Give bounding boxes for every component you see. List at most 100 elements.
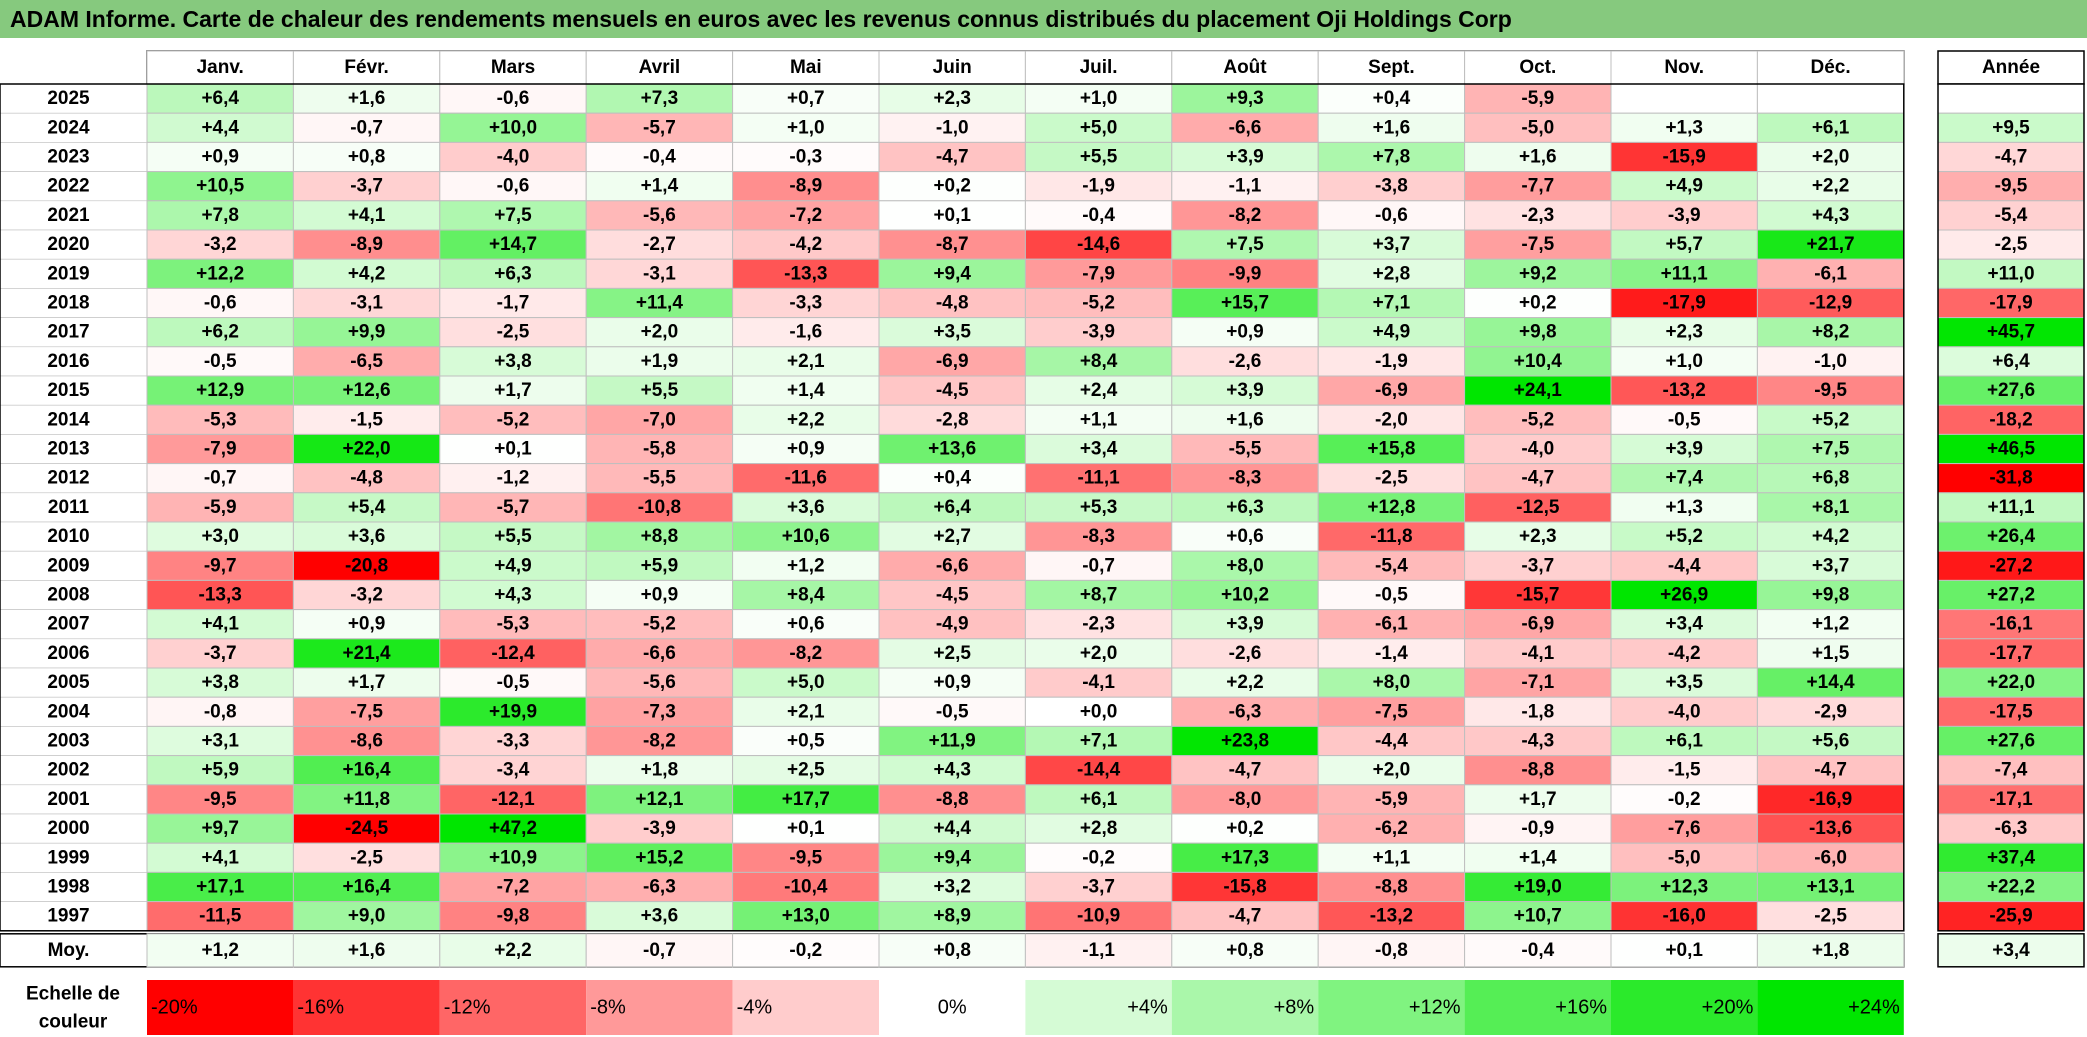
cell-value: +0,6 [787,614,825,635]
heatmap-cell [439,258,587,289]
cell-value: -4,2 [789,234,822,255]
cell-value: -4,4 [1668,555,1701,576]
cell-value: -8,3 [1229,468,1262,489]
cell-value: -13,6 [1809,818,1852,839]
year-label-cell [0,842,148,873]
heatmap-cell [439,638,587,669]
heatmap-cell [1024,200,1173,231]
heatmap-cell [439,141,587,173]
cell-value: -8,2 [789,643,822,664]
average-label: Moy. [48,940,90,961]
cell-value: +4,1 [201,614,239,635]
cell-value: -3,1 [350,293,383,314]
cell-value: -0,3 [789,147,822,168]
annual-cell [1937,258,2085,289]
cell-value: -16,0 [1663,906,1706,927]
heatmap-cell [146,696,294,727]
cell-value: -8,2 [1229,205,1262,226]
heatmap-cell [439,229,587,260]
cell-value: +3,6 [348,526,386,547]
cell-value: -6,9 [1375,380,1408,401]
average-cell [878,933,1026,968]
heatmap-cell [1317,200,1466,231]
cell-value: -9,5 [204,789,237,810]
cell-value: +2,8 [1373,263,1411,284]
annual-value: +27,2 [1987,585,2035,606]
cell-value: -1,7 [497,293,530,314]
heatmap-cell [146,141,294,173]
heatmap-cell [292,375,441,406]
heatmap-cell [439,842,587,873]
heatmap-cell [292,579,441,611]
cell-value: +11,8 [343,789,390,810]
heatmap-cell [1756,141,1905,173]
column-header: Oct. [1519,57,1556,78]
cell-value: -0,4 [1082,205,1115,226]
heatmap-cell [1610,638,1758,669]
cell-value: +0,2 [1519,293,1557,314]
heatmap-cell [1464,404,1612,435]
cell-value: +0,9 [933,672,971,693]
heatmap-cell [1756,258,1905,289]
heatmap-cell [146,784,294,815]
cell-value: +6,4 [933,497,971,518]
heatmap-cell [878,492,1026,523]
cell-value: +7,1 [1373,293,1411,314]
cell-value: -0,6 [1375,205,1408,226]
average-value: -0,2 [789,940,822,961]
cell-value: +4,2 [1812,526,1850,547]
cell-value: +24,1 [1514,380,1563,401]
heatmap-cell [1610,463,1758,494]
cell-value: -2,8 [936,409,969,430]
heatmap-cell [1464,200,1612,231]
heatmap-cell [1024,696,1173,727]
cell-value: +26,9 [1660,585,1708,606]
cell-value: -3,3 [497,731,530,752]
cell-value: +23,8 [1221,731,1269,752]
heatmap-cell [146,725,294,757]
heatmap-cell [1024,346,1173,377]
cell-value: +1,8 [641,760,679,781]
cell-value: -13,3 [784,263,827,284]
scale-swatch [1171,980,1319,1035]
cell-value: -17,9 [1663,293,1706,314]
heatmap-cell [146,317,294,348]
cell-value: -9,5 [1814,380,1847,401]
cell-value: +1,7 [348,672,386,693]
year-label: 2002 [47,760,89,781]
heatmap-cell [1756,842,1905,873]
heatmap-cell [1756,755,1905,786]
year-label-cell [0,696,148,727]
heatmap-cell [292,755,441,786]
heatmap-cell [1317,667,1466,698]
cell-value: +2,1 [787,351,825,372]
average-cell [585,933,734,968]
heatmap-cell [1171,375,1319,406]
column-header-cell [1024,50,1173,85]
cell-value: +2,5 [787,760,825,781]
year-label: 2019 [47,263,89,284]
cell-value: +7,5 [494,205,532,226]
cell-value: +8,4 [787,585,825,606]
year-label: 2003 [47,731,89,752]
cell-value: -4,0 [1668,701,1701,722]
annual-cell [1937,141,2085,173]
heatmap-cell [1464,871,1612,903]
heatmap-cell [1171,609,1319,640]
cell-value: -9,5 [789,847,822,868]
cell-value: -2,6 [1229,351,1262,372]
heatmap-cell [292,433,441,465]
heatmap-cell [292,229,441,260]
heatmap-cell [1756,375,1905,406]
heatmap-cell [878,813,1026,844]
scale-swatch [1611,980,1758,1035]
heatmap-cell [1464,784,1612,815]
cell-value: +1,7 [494,380,532,401]
heatmap-cell [1756,609,1905,640]
heatmap-cell [1317,317,1466,348]
cell-value: -14,6 [1077,234,1120,255]
annual-cell [1937,579,2085,611]
cell-value: -1,2 [497,468,530,489]
cell-value: +16,4 [343,760,392,781]
cell-value: -10,9 [1077,906,1120,927]
